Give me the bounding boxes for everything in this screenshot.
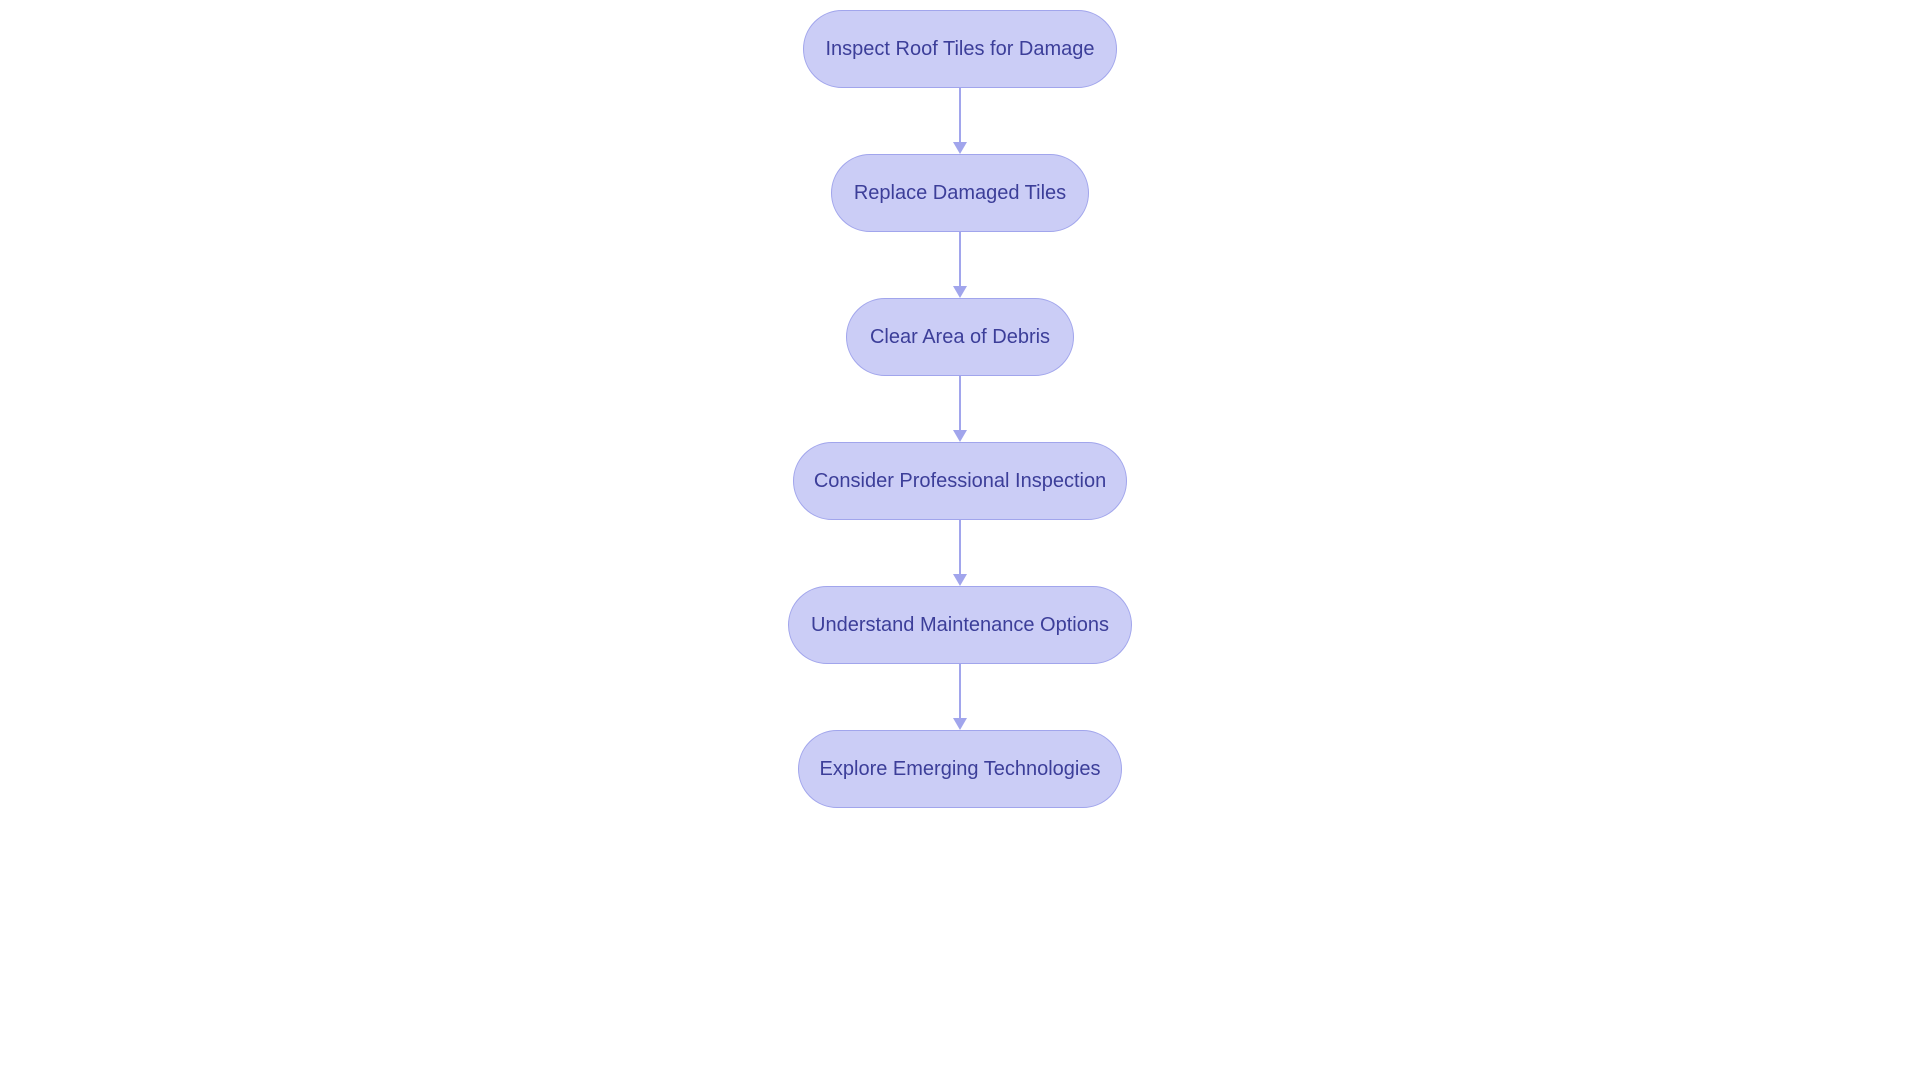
arrow-head-icon [953, 430, 967, 442]
arrow-line [959, 376, 961, 430]
flowchart-arrow [953, 88, 967, 154]
flowchart-arrow [953, 520, 967, 586]
flowchart-arrow [953, 376, 967, 442]
arrow-head-icon [953, 574, 967, 586]
arrow-head-icon [953, 142, 967, 154]
flowchart-node-n1: Inspect Roof Tiles for Damage [803, 10, 1117, 88]
flowchart-container: Inspect Roof Tiles for Damage Replace Dam… [788, 10, 1132, 808]
arrow-line [959, 520, 961, 574]
flowchart-arrow [953, 664, 967, 730]
arrow-head-icon [953, 718, 967, 730]
flowchart-node-n3: Clear Area of Debris [846, 298, 1074, 376]
flowchart-node-n5: Understand Maintenance Options [788, 586, 1132, 664]
arrow-head-icon [953, 286, 967, 298]
arrow-line [959, 232, 961, 286]
flowchart-arrow [953, 232, 967, 298]
arrow-line [959, 664, 961, 718]
arrow-line [959, 88, 961, 142]
flowchart-node-n4: Consider Professional Inspection [793, 442, 1127, 520]
flowchart-node-n2: Replace Damaged Tiles [831, 154, 1089, 232]
flowchart-node-n6: Explore Emerging Technologies [798, 730, 1122, 808]
